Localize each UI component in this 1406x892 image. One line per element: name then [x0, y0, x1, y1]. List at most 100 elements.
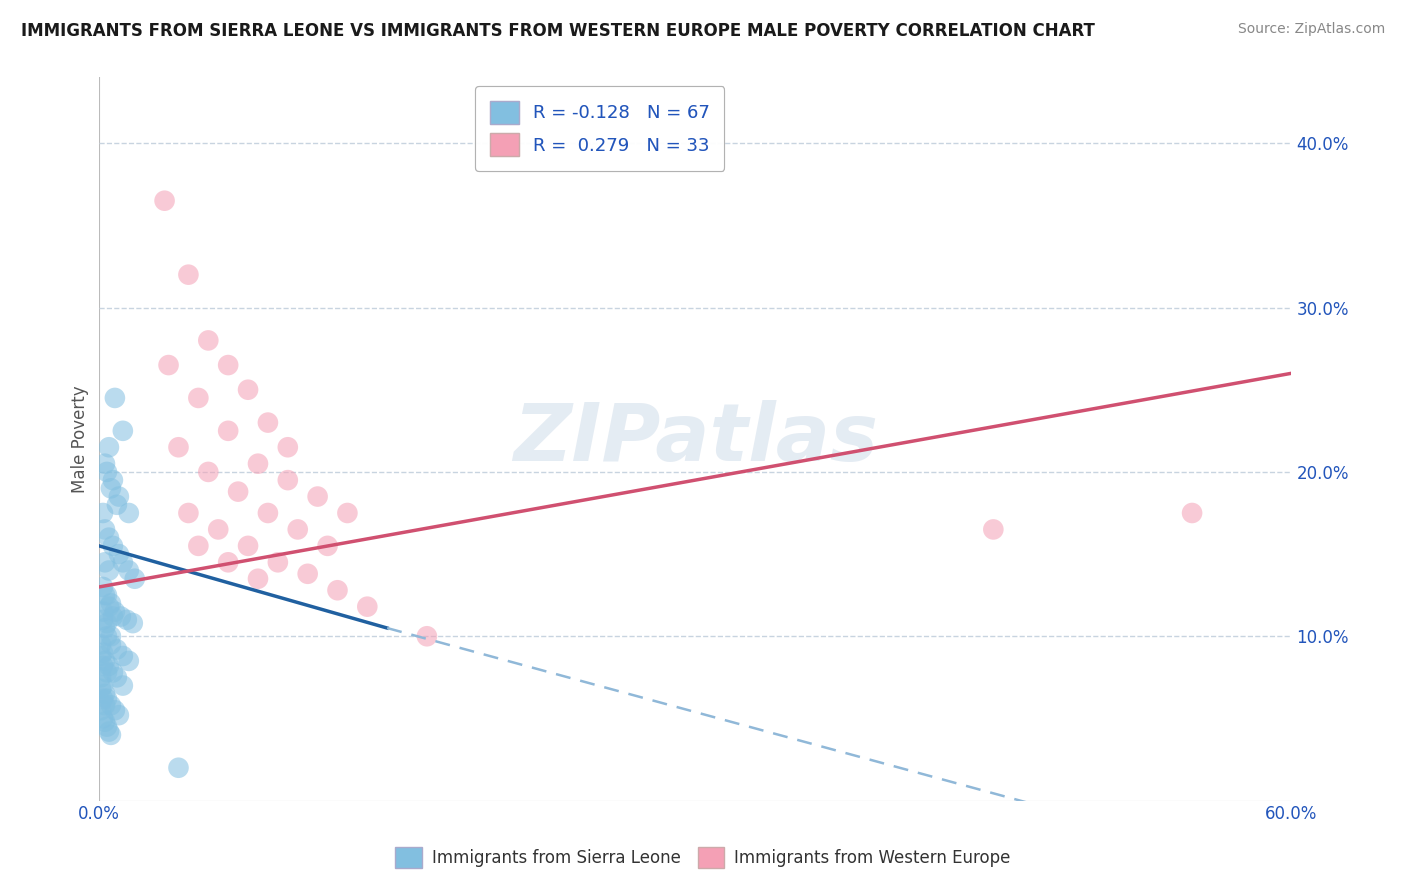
Point	[101, 539, 124, 553]
Point	[111, 679, 134, 693]
Point	[277, 473, 299, 487]
Point	[97, 564, 120, 578]
Point	[91, 506, 114, 520]
Point	[100, 698, 122, 713]
Point	[94, 621, 117, 635]
Point	[91, 605, 114, 619]
Point	[287, 523, 309, 537]
Point	[111, 555, 134, 569]
Point	[416, 629, 439, 643]
Text: Source: ZipAtlas.com: Source: ZipAtlas.com	[1237, 22, 1385, 37]
Point	[91, 580, 114, 594]
Point	[118, 564, 141, 578]
Point	[257, 416, 280, 430]
Point	[177, 506, 200, 520]
Point	[90, 670, 112, 684]
Point	[177, 268, 200, 282]
Point	[91, 613, 114, 627]
Point	[97, 658, 120, 673]
Point	[104, 605, 127, 619]
Point	[277, 440, 299, 454]
Point	[94, 457, 117, 471]
Point	[307, 490, 329, 504]
Point	[121, 616, 143, 631]
Point	[90, 648, 112, 663]
Point	[336, 506, 359, 520]
Point	[104, 391, 127, 405]
Point	[97, 440, 120, 454]
Point	[91, 711, 114, 725]
Point	[96, 629, 118, 643]
Point	[97, 531, 120, 545]
Point	[246, 572, 269, 586]
Point	[104, 703, 127, 717]
Point	[1181, 506, 1204, 520]
Point	[91, 691, 114, 706]
Point	[105, 670, 128, 684]
Text: ZIPatlas: ZIPatlas	[513, 400, 877, 478]
Y-axis label: Male Poverty: Male Poverty	[72, 385, 89, 493]
Point	[90, 703, 112, 717]
Point	[297, 566, 319, 581]
Point	[101, 665, 124, 680]
Point	[100, 481, 122, 495]
Point	[111, 648, 134, 663]
Point	[217, 358, 239, 372]
Point	[326, 583, 349, 598]
Point	[96, 616, 118, 631]
Point	[157, 358, 180, 372]
Point	[108, 490, 131, 504]
Point	[96, 588, 118, 602]
Point	[267, 555, 290, 569]
Point	[197, 334, 219, 348]
Legend: R = -0.128   N = 67, R =  0.279   N = 33: R = -0.128 N = 67, R = 0.279 N = 33	[475, 87, 724, 170]
Point	[101, 609, 124, 624]
Point	[316, 539, 339, 553]
Point	[236, 383, 259, 397]
Point	[118, 654, 141, 668]
Point	[108, 547, 131, 561]
Point	[257, 506, 280, 520]
Point	[94, 687, 117, 701]
Point	[105, 642, 128, 657]
Point	[197, 465, 219, 479]
Point	[187, 539, 209, 553]
Point	[226, 484, 249, 499]
Point	[111, 424, 134, 438]
Point	[90, 638, 112, 652]
Point	[90, 681, 112, 696]
Point	[110, 609, 132, 624]
Point	[96, 465, 118, 479]
Point	[94, 523, 117, 537]
Point	[96, 665, 118, 680]
Point	[91, 679, 114, 693]
Point	[94, 588, 117, 602]
Point	[100, 596, 122, 610]
Legend: Immigrants from Sierra Leone, Immigrants from Western Europe: Immigrants from Sierra Leone, Immigrants…	[388, 840, 1018, 875]
Point	[96, 691, 118, 706]
Point	[97, 724, 120, 739]
Point	[100, 629, 122, 643]
Point	[217, 555, 239, 569]
Point	[96, 720, 118, 734]
Point	[94, 555, 117, 569]
Point	[983, 523, 1005, 537]
Point	[207, 523, 229, 537]
Point	[91, 658, 114, 673]
Point	[356, 599, 378, 614]
Point	[187, 391, 209, 405]
Point	[105, 498, 128, 512]
Point	[91, 646, 114, 660]
Point	[108, 708, 131, 723]
Point	[100, 728, 122, 742]
Point	[97, 599, 120, 614]
Point	[236, 539, 259, 553]
Point	[118, 506, 141, 520]
Point	[94, 714, 117, 729]
Point	[100, 638, 122, 652]
Point	[246, 457, 269, 471]
Point	[167, 761, 190, 775]
Point	[94, 654, 117, 668]
Point	[124, 572, 146, 586]
Point	[217, 424, 239, 438]
